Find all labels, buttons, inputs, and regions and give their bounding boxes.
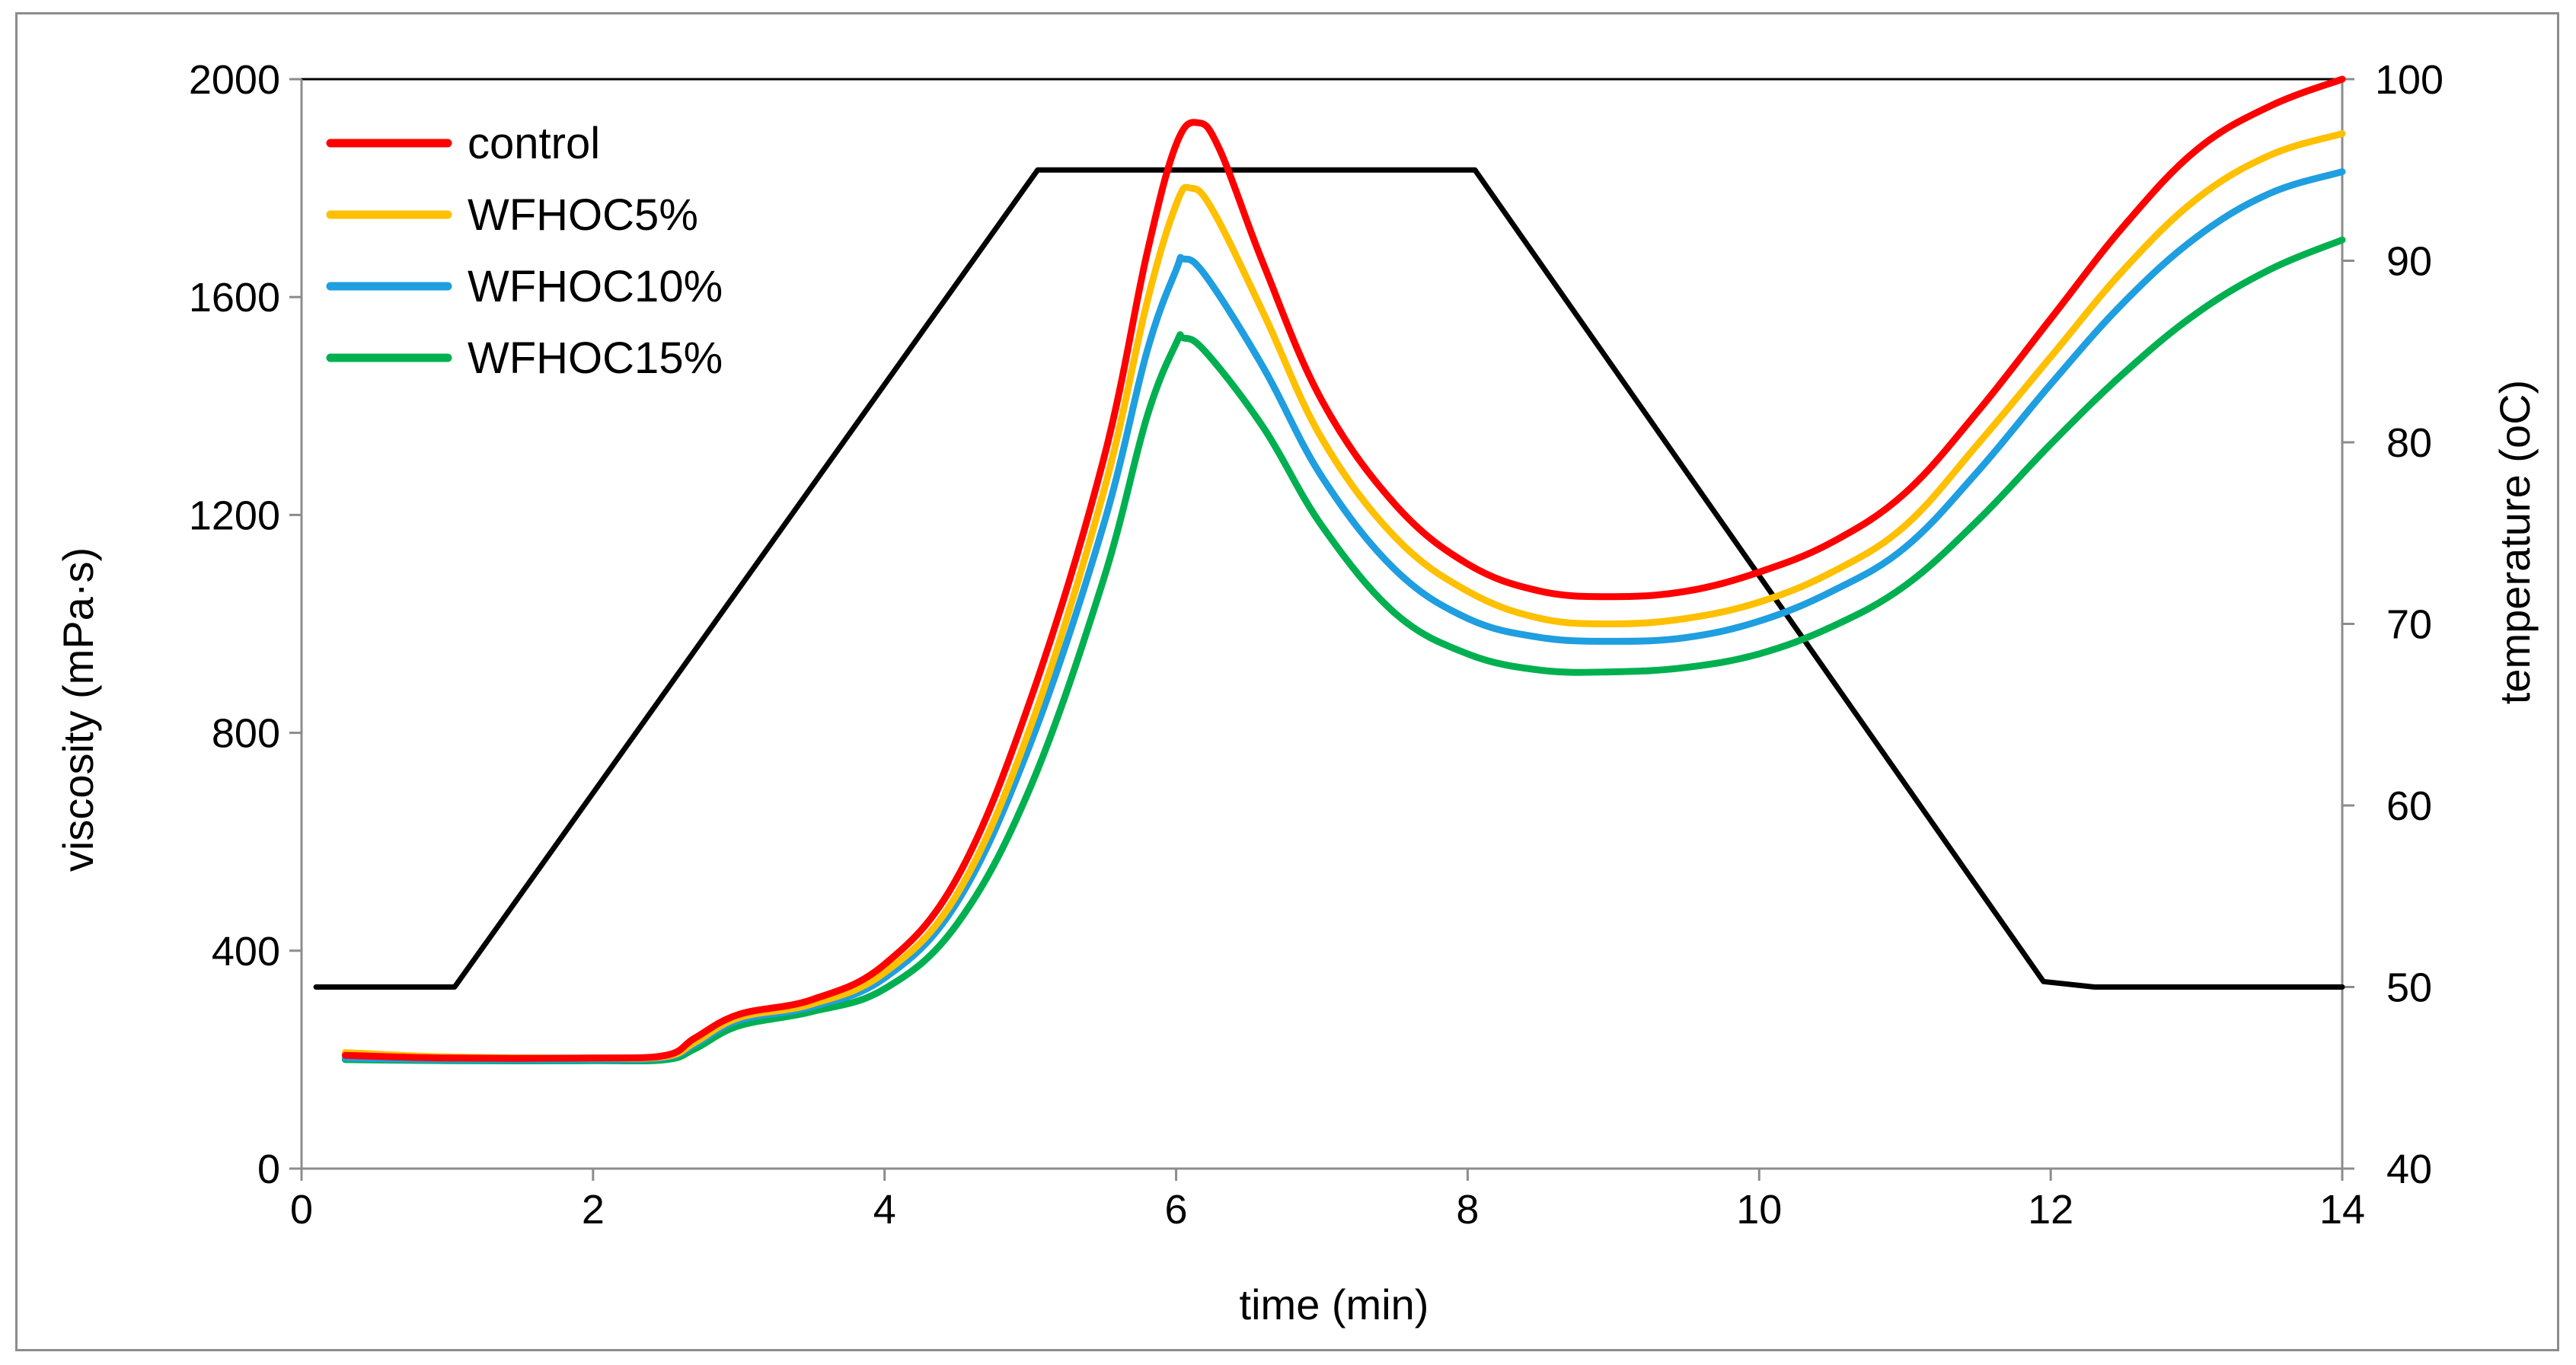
x-tick-label: 2 bbox=[582, 1187, 605, 1233]
series-layer bbox=[313, 75, 2346, 1065]
series-line-control bbox=[341, 75, 2346, 1062]
y-tick-label: 400 bbox=[212, 929, 280, 974]
series-line-wfhoc15-pct bbox=[341, 236, 2346, 1065]
y2-tick-label: 60 bbox=[2386, 783, 2432, 829]
axes-layer: 0 2 4 6 8 10 12 14 0 400 800 1200 1600 2000 40 50 60 70 80… bbox=[189, 57, 2444, 1233]
series-line-wfhoc5-pct bbox=[341, 130, 2346, 1062]
y-tick-label: 1600 bbox=[189, 275, 280, 321]
x-tick-label: 8 bbox=[1456, 1187, 1479, 1233]
series-line-temperature bbox=[313, 167, 2345, 990]
legend: control WFHOC5% WFHOC10% WFHOC15% bbox=[326, 119, 723, 383]
y2-axis-title: temperature (oC) bbox=[2491, 380, 2539, 704]
y-tick-label: 2000 bbox=[189, 57, 280, 103]
legend-label: WFHOC5% bbox=[468, 190, 698, 240]
x-tick-label: 6 bbox=[1165, 1187, 1188, 1233]
x-tick-label: 12 bbox=[2028, 1187, 2073, 1233]
y2-tick-label: 70 bbox=[2386, 602, 2432, 648]
legend-label: WFHOC10% bbox=[468, 262, 723, 311]
legend-label: control bbox=[468, 119, 600, 168]
y2-tick-label: 100 bbox=[2375, 57, 2444, 103]
y2-tick-label: 40 bbox=[2386, 1147, 2432, 1192]
y2-tick-label: 90 bbox=[2386, 239, 2432, 285]
x-axis-title: time (min) bbox=[1240, 1280, 1429, 1328]
y-tick-label: 800 bbox=[212, 711, 280, 757]
y-tick-label: 0 bbox=[257, 1147, 280, 1192]
x-tick-label: 4 bbox=[873, 1187, 896, 1233]
y2-tick-label: 80 bbox=[2386, 420, 2432, 466]
x-tick-label: 14 bbox=[2319, 1187, 2365, 1233]
y-axis-title: viscosity (mPa·s) bbox=[54, 547, 102, 872]
x-tick-label: 10 bbox=[1736, 1187, 1782, 1233]
legend-label: WFHOC15% bbox=[468, 333, 723, 383]
chart-frame bbox=[15, 12, 2559, 1351]
y2-tick-label: 50 bbox=[2386, 965, 2432, 1011]
y-tick-label: 1200 bbox=[189, 493, 280, 538]
x-tick-label: 0 bbox=[290, 1187, 313, 1233]
